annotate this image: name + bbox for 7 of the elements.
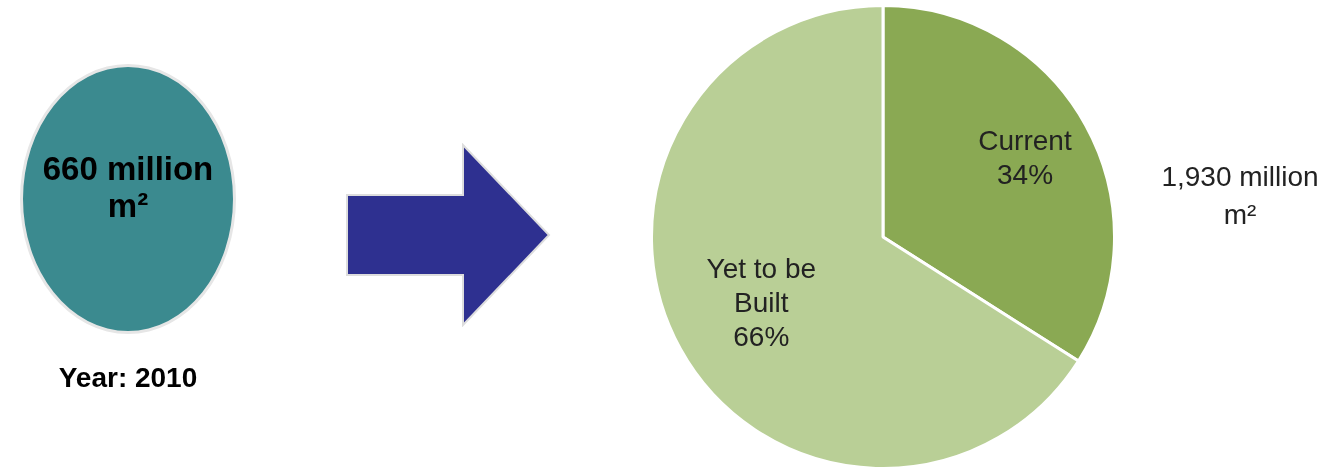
data-label: 66%: [733, 320, 790, 352]
data-label: 34%: [996, 158, 1054, 190]
text: Year: 2010: [57, 362, 199, 394]
slice-label: Yet to be Built: [706, 252, 817, 318]
text: 660 million m²: [41, 150, 215, 224]
slice-label: Current: [978, 124, 1072, 156]
text: 1,930 million m²: [1160, 160, 1320, 232]
